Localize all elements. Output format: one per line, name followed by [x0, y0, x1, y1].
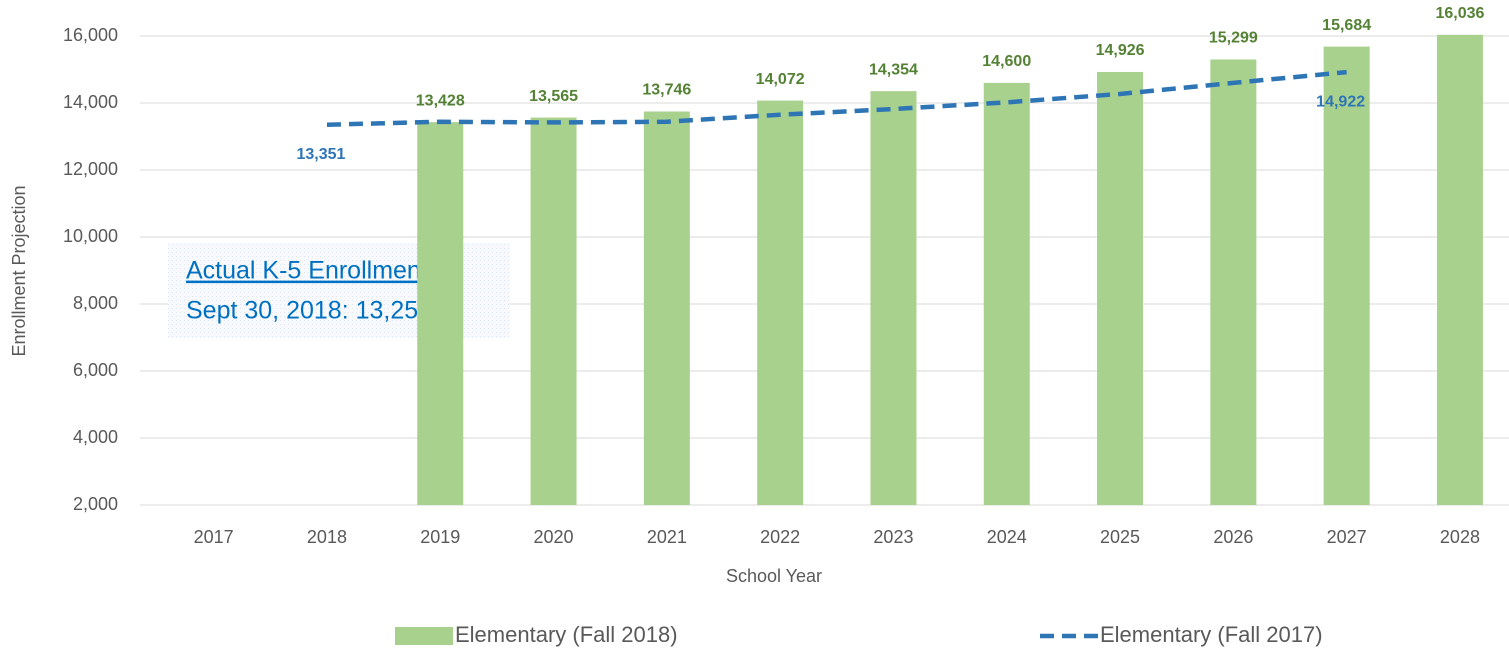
bar	[417, 122, 464, 506]
data-label: 14,926	[1096, 42, 1145, 59]
x-tick-label: 2017	[194, 527, 234, 547]
legend-swatch	[395, 627, 453, 645]
bar	[530, 117, 577, 505]
data-label: 15,684	[1322, 17, 1371, 34]
y-tick-label: 8,000	[73, 293, 118, 313]
x-tick-label: 2023	[873, 527, 913, 547]
bar	[870, 91, 917, 506]
y-tick-label: 4,000	[73, 427, 118, 447]
y-tick-label: 6,000	[73, 360, 118, 380]
x-tick-label: 2024	[987, 527, 1027, 547]
data-label: 16,036	[1435, 5, 1484, 22]
x-axis-title: School Year	[726, 566, 822, 586]
x-tick-label: 2021	[647, 527, 687, 547]
y-tick-label: 10,000	[63, 226, 118, 246]
data-label: 14,600	[982, 53, 1031, 70]
data-label: 14,922	[1316, 93, 1365, 110]
bar	[983, 82, 1030, 506]
bar	[1436, 34, 1483, 505]
x-tick-label: 2022	[760, 527, 800, 547]
data-label: 13,351	[296, 146, 345, 163]
x-tick-label: 2018	[307, 527, 347, 547]
data-label: 13,746	[642, 82, 691, 99]
line	[326, 69, 1347, 127]
data-label: 14,354	[869, 61, 918, 78]
bar	[1323, 46, 1370, 505]
y-tick-label: 2,000	[73, 494, 118, 514]
legend-label: Elementary (Fall 2018)	[455, 622, 678, 647]
x-tick-label: 2028	[1440, 527, 1480, 547]
bar	[643, 111, 690, 505]
bar	[757, 100, 804, 505]
data-label: 15,299	[1209, 30, 1258, 47]
x-tick-label: 2020	[534, 527, 574, 547]
x-tick-label: 2025	[1100, 527, 1140, 547]
y-axis-title: Enrollment Projection	[9, 185, 29, 356]
x-tick-label: 2026	[1213, 527, 1253, 547]
annotation-text: Sept 30, 2018: 13,258	[186, 297, 432, 325]
data-label: 14,072	[756, 71, 805, 88]
data-label: 13,565	[529, 88, 578, 105]
bar	[1210, 59, 1257, 506]
x-tick-label: 2027	[1327, 527, 1367, 547]
y-tick-label: 16,000	[63, 25, 118, 45]
annotation-title: Actual K-5 Enrollment	[186, 257, 428, 285]
bar	[1097, 71, 1144, 505]
y-tick-label: 12,000	[63, 159, 118, 179]
data-label: 13,428	[416, 92, 465, 109]
legend-label: Elementary (Fall 2017)	[1100, 622, 1323, 647]
y-tick-label: 14,000	[63, 92, 118, 112]
x-tick-label: 2019	[420, 527, 460, 547]
